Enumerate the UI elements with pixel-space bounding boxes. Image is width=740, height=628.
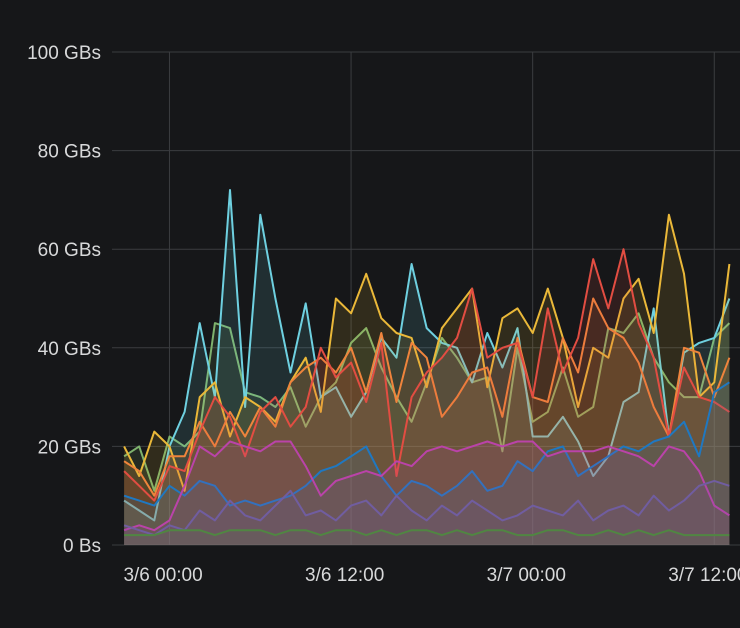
x-axis: 3/6 00:00 3/6 12:00 3/7 00:00 3/7 12:00 xyxy=(123,565,740,586)
series-0 xyxy=(123,312,731,545)
series-area xyxy=(124,441,730,545)
series-line xyxy=(124,529,730,537)
series-7 xyxy=(123,479,730,545)
x-tick-label: 3/6 12:00 xyxy=(305,565,384,586)
series-area xyxy=(124,313,730,545)
x-tick-label: 3/7 00:00 xyxy=(487,565,566,586)
y-tick-label: 100 GBs xyxy=(27,43,101,64)
series-line xyxy=(123,479,730,537)
series-line xyxy=(123,248,730,502)
series-2 xyxy=(123,213,731,545)
grid xyxy=(112,51,740,546)
y-tick-label: 60 GBs xyxy=(38,240,101,261)
series-8 xyxy=(124,529,730,545)
series-area xyxy=(124,298,730,545)
series-area xyxy=(124,190,730,545)
series-6 xyxy=(123,440,730,545)
x-tick-label: 3/6 00:00 xyxy=(123,565,202,586)
series-line xyxy=(123,189,731,522)
series-1 xyxy=(123,189,731,545)
y-tick-label: 20 GBs xyxy=(38,437,101,458)
series-line xyxy=(123,297,731,497)
series-line xyxy=(123,381,730,507)
series-area xyxy=(124,249,730,545)
series-line xyxy=(123,213,731,492)
series-area xyxy=(124,214,730,545)
series-area xyxy=(124,480,730,545)
y-axis: 0 Bs 20 GBs 40 GBs 60 GBs 80 GBs 100 GBs xyxy=(27,43,101,557)
x-tick-label: 3/7 12:00 xyxy=(668,565,740,586)
series-4 xyxy=(123,248,730,545)
y-tick-label: 80 GBs xyxy=(38,142,101,163)
y-tick-label: 40 GBs xyxy=(38,339,101,360)
y-tick-label: 0 Bs xyxy=(63,536,101,557)
series-layer xyxy=(123,189,731,545)
series-area xyxy=(124,530,730,545)
series-line xyxy=(123,440,730,532)
series-line xyxy=(123,312,731,492)
series-3 xyxy=(123,297,731,545)
